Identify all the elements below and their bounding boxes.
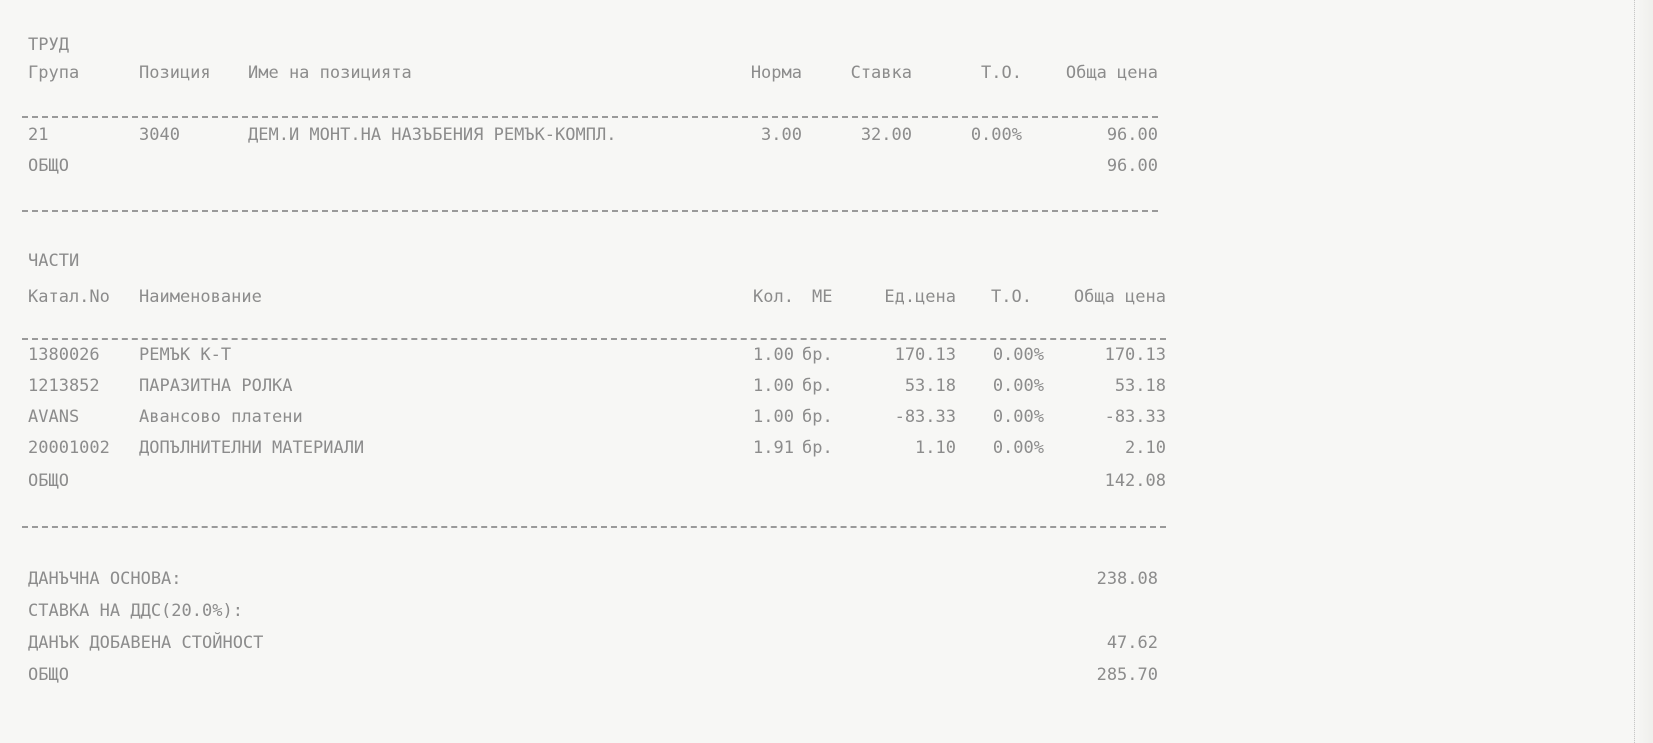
divider: [22, 116, 1158, 118]
labor-header-group: Група: [28, 63, 80, 83]
parts-unit-price: -83.33: [894, 407, 956, 427]
parts-qty: 1.00: [753, 345, 794, 365]
parts-header-unit-price: Ед.цена: [884, 287, 956, 307]
labor-subtotal: 96.00: [1106, 156, 1158, 176]
parts-discount: 0.00%: [992, 376, 1044, 396]
parts-name: РЕМЪК К-Т: [139, 345, 232, 365]
parts-unit-price: 53.18: [904, 376, 956, 396]
labor-rate: 32.00: [860, 125, 912, 145]
labor-header-discount: Т.О.: [981, 63, 1022, 83]
parts-header-qty: Кол.: [753, 287, 794, 307]
parts-header-name: Наименование: [139, 287, 262, 307]
labor-header-total: Обща цена: [1065, 63, 1158, 83]
parts-total: 53.18: [1114, 376, 1166, 396]
parts-name: Авансово платени: [139, 407, 303, 427]
vat-rate-label: СТАВКА НА ДДС(20.0%):: [28, 601, 243, 621]
parts-qty: 1.00: [753, 376, 794, 396]
labor-title: ТРУД: [28, 35, 69, 55]
paper-edge: [1634, 0, 1653, 743]
parts-unit: бр.: [802, 345, 833, 365]
parts-subtotal: 142.08: [1104, 471, 1166, 491]
labor-group: 21: [28, 125, 49, 145]
parts-total: 2.10: [1125, 438, 1166, 458]
parts-discount: 0.00%: [992, 345, 1044, 365]
labor-header-norm: Норма: [750, 63, 802, 83]
labor-total: 96.00: [1106, 125, 1158, 145]
divider: [22, 526, 1166, 528]
parts-discount: 0.00%: [992, 438, 1044, 458]
labor-discount: 0.00%: [970, 125, 1022, 145]
vat-label: ДАНЪК ДОБАВЕНА СТОЙНОСТ: [28, 633, 264, 653]
parts-catalog: 1380026: [28, 345, 100, 365]
parts-subtotal-label: ОБЩО: [28, 471, 69, 491]
parts-total: -83.33: [1104, 407, 1166, 427]
tax-base-label: ДАНЪЧНА ОСНОВА:: [28, 569, 182, 589]
parts-header-unit: МЕ: [812, 287, 833, 307]
parts-total: 170.13: [1104, 345, 1166, 365]
parts-unit: бр.: [802, 376, 833, 396]
parts-unit-price: 170.13: [894, 345, 956, 365]
parts-unit: бр.: [802, 438, 833, 458]
parts-discount: 0.00%: [992, 407, 1044, 427]
parts-unit-price: 1.10: [915, 438, 956, 458]
parts-header-catalog: Катал.No: [28, 287, 110, 307]
parts-qty: 1.91: [753, 438, 794, 458]
parts-header-total: Обща цена: [1073, 287, 1166, 307]
parts-catalog: 20001002: [28, 438, 110, 458]
parts-unit: бр.: [802, 407, 833, 427]
labor-header-position: Позиция: [139, 63, 211, 83]
labor-position: 3040: [139, 125, 180, 145]
labor-subtotal-label: ОБЩО: [28, 156, 69, 176]
labor-header-rate: Ставка: [850, 63, 912, 83]
parts-catalog: AVANS: [28, 407, 80, 427]
parts-header-discount: Т.О.: [991, 287, 1032, 307]
parts-name: ПАРАЗИТНА РОЛКА: [139, 376, 293, 396]
labor-norm: 3.00: [761, 125, 802, 145]
parts-title: ЧАСТИ: [28, 251, 80, 271]
parts-qty: 1.00: [753, 407, 794, 427]
grand-total-value: 285.70: [1096, 665, 1158, 685]
vat-value: 47.62: [1106, 633, 1158, 653]
labor-header-name: Име на позицията: [248, 63, 412, 83]
parts-name: ДОПЪЛНИТЕЛНИ МАТЕРИАЛИ: [139, 438, 365, 458]
labor-name: ДЕМ.И МОНТ.НА НАЗЪБЕНИЯ РЕМЪК-КОМПЛ.: [248, 125, 617, 145]
tax-base-value: 238.08: [1096, 569, 1158, 589]
divider: [22, 338, 1166, 340]
parts-catalog: 1213852: [28, 376, 100, 396]
grand-total-label: ОБЩО: [28, 665, 69, 685]
divider: [22, 210, 1158, 212]
